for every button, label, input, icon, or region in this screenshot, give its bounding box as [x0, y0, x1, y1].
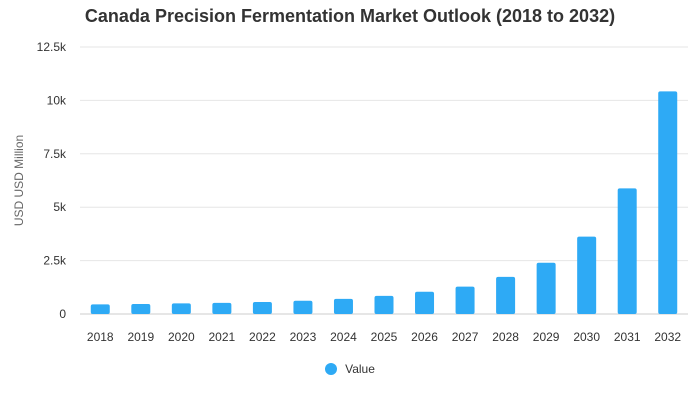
y-tick-label: 5k: [53, 200, 67, 214]
legend-swatch-value: [325, 363, 338, 375]
legend-label-value[interactable]: Value: [345, 362, 375, 376]
x-tick-label: 2023: [290, 330, 317, 344]
x-tick-label: 2018: [87, 330, 114, 344]
bar-2025[interactable]: [374, 295, 394, 314]
y-tick-label: 2.5k: [43, 254, 67, 268]
bar-2028[interactable]: [496, 276, 516, 314]
x-tick-label: 2028: [492, 330, 519, 344]
bar-2026[interactable]: [415, 291, 435, 314]
x-tick-label: 2019: [127, 330, 154, 344]
y-axis-title: USD USD Million: [12, 135, 26, 226]
chart-title: Canada Precision Fermentation Market Out…: [84, 6, 616, 26]
x-tick-label: 2020: [168, 330, 195, 344]
bar-2032[interactable]: [658, 91, 678, 314]
x-tick-label: 2021: [209, 330, 236, 344]
x-tick-label: 2027: [452, 330, 479, 344]
bar-2019[interactable]: [131, 303, 151, 314]
x-tick-label: 2024: [330, 330, 357, 344]
y-axis-ticks: 0 2.5k 5k 7.5k 10k 12.5k: [37, 40, 67, 321]
bar-2029[interactable]: [536, 262, 556, 314]
x-tick-label: 2025: [371, 330, 398, 344]
x-tick-label: 2029: [533, 330, 560, 344]
bar-2021[interactable]: [212, 302, 232, 314]
bar-2027[interactable]: [455, 286, 475, 314]
x-tick-label: 2031: [614, 330, 641, 344]
gridlines: [80, 46, 688, 315]
y-tick-label: 7.5k: [43, 147, 67, 161]
bar-series: [90, 91, 678, 314]
bar-2030[interactable]: [577, 236, 597, 314]
bar-2018[interactable]: [90, 304, 110, 314]
legend: Value: [0, 362, 700, 376]
bar-2031[interactable]: [617, 188, 637, 314]
bar-2020[interactable]: [171, 303, 191, 314]
x-tick-label: 2022: [249, 330, 276, 344]
y-tick-label: 0: [59, 307, 66, 321]
bar-2022[interactable]: [252, 302, 272, 314]
bar-2023[interactable]: [293, 300, 313, 314]
x-tick-label: 2026: [411, 330, 438, 344]
y-tick-label: 12.5k: [37, 40, 67, 54]
x-tick-label: 2030: [573, 330, 600, 344]
x-axis-ticks: 2018 2019 2020 2021 2022 2023 2024 2025 2026 2027…: [87, 330, 681, 344]
bar-2024[interactable]: [333, 298, 353, 314]
y-tick-label: 10k: [47, 93, 67, 107]
x-tick-label: 2032: [654, 330, 681, 344]
